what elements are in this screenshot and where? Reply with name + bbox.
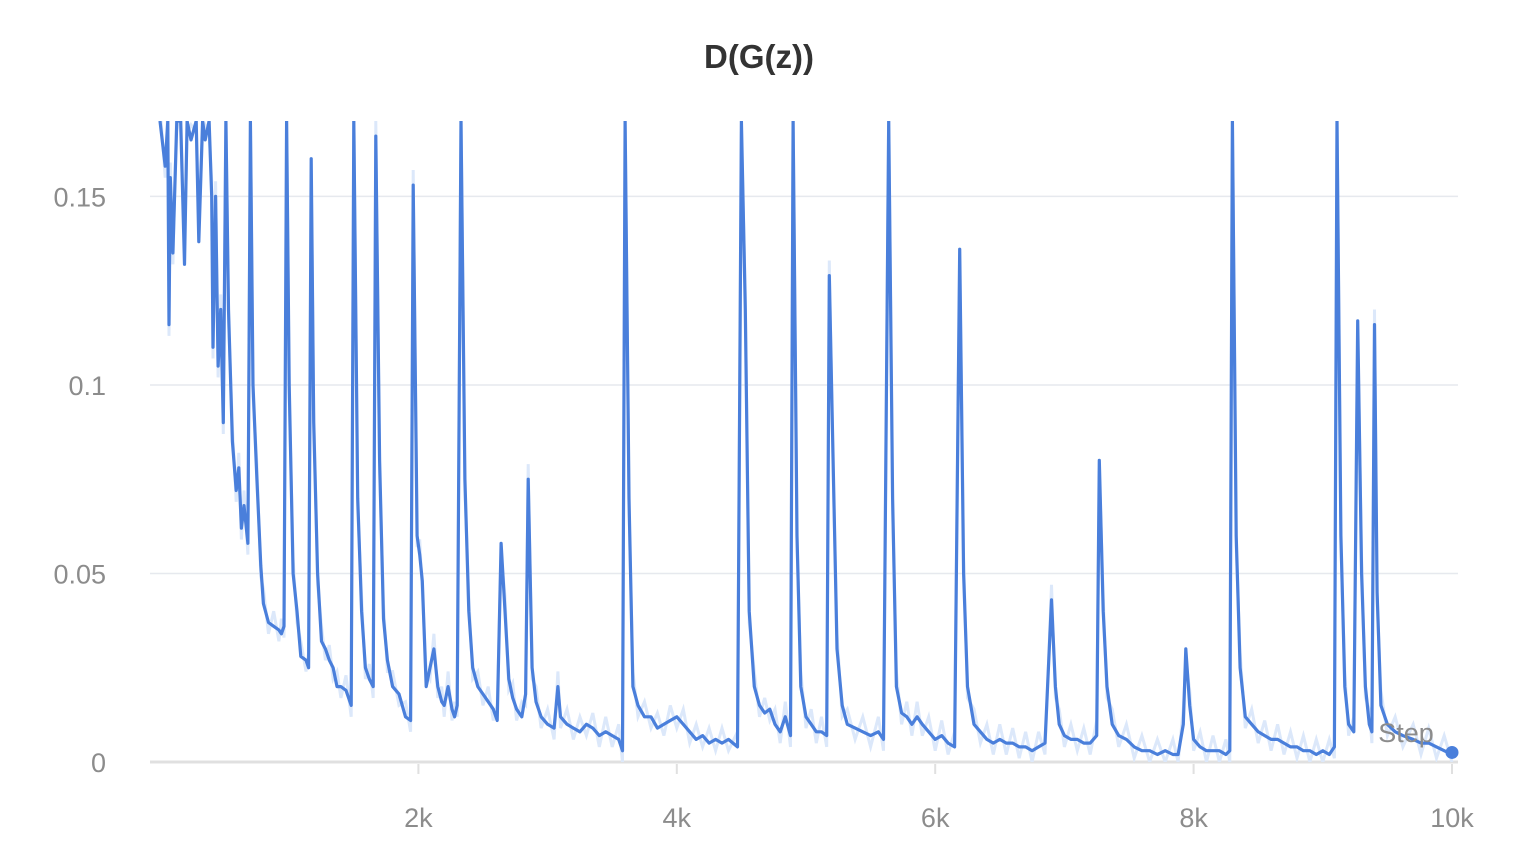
- end-point-marker: [1445, 745, 1459, 759]
- y-tick-label: 0.15: [53, 182, 106, 212]
- y-tick-label: 0.05: [53, 559, 106, 589]
- axes: [150, 760, 1458, 774]
- x-tick-label: 2k: [404, 803, 433, 833]
- x-axis-label: Step: [1378, 718, 1434, 748]
- grid-lines: [150, 195, 1458, 575]
- tick-labels: 0 0.05 0.1 0.15 2k 4k 6k 8k 10k Step: [53, 182, 1474, 833]
- y-tick-label: 0: [91, 748, 106, 778]
- x-tick-label: 4k: [663, 803, 692, 833]
- series-line: [158, 121, 1453, 757]
- x-tick-label: 6k: [921, 803, 950, 833]
- y-tick-label: 0.1: [68, 371, 106, 401]
- x-tick-label: 10k: [1430, 803, 1474, 833]
- x-tick-label: 8k: [1179, 803, 1208, 833]
- chart-title: D(G(z)): [704, 38, 814, 75]
- smoothed-series: [158, 121, 1459, 759]
